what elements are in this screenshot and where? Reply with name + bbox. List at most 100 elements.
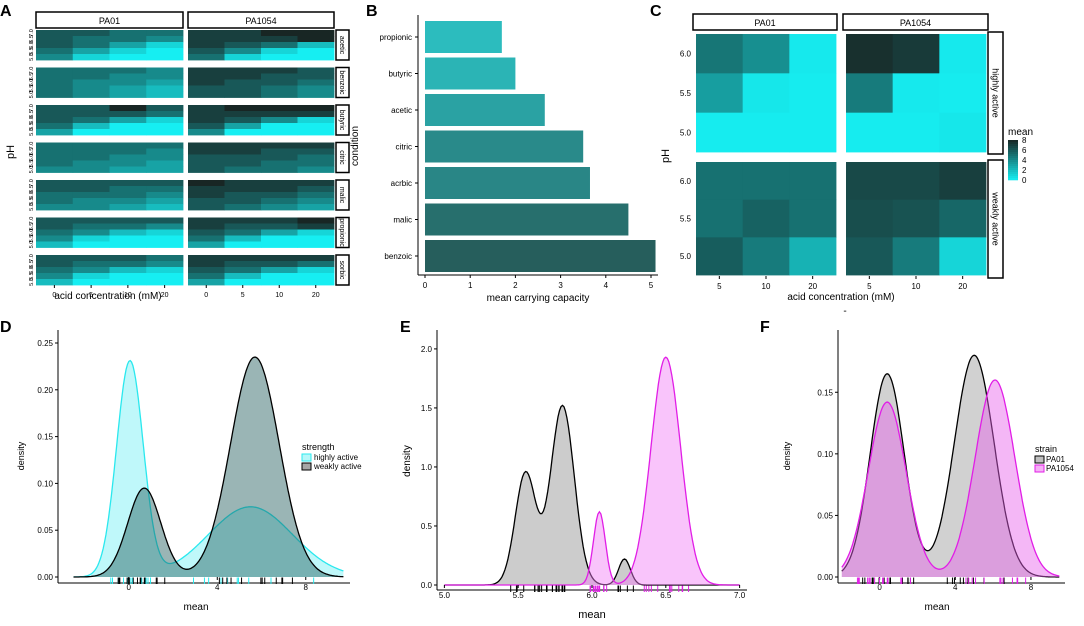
panel-c-ytick: 5.5: [680, 215, 692, 224]
panel-a-cell-acetic-pa1054: [188, 48, 225, 55]
panel-c-xtick: 10: [912, 282, 921, 291]
panel-a-cell-malic-pa1054: [297, 198, 335, 205]
panel-a-cell-acetic-pa1054: [261, 54, 298, 61]
panel-a-cell-propionic-pa01: [109, 229, 147, 236]
panel-a-cell-malic-pa01: [109, 204, 147, 211]
panel-a-cell-propionic-pa1054: [224, 217, 262, 224]
panel-a-cell-acetic-pa01: [36, 30, 74, 37]
panel-a-cell-sorbic-pa1054: [224, 279, 262, 286]
panel-a-cell-citric-pa1054: [224, 154, 262, 161]
panel-a-cell-benzoic-pa1054: [188, 85, 225, 92]
panel-a-cell-malic-pa1054: [261, 180, 298, 187]
panel-a-ytick: 6.5: [29, 185, 35, 193]
panel-a-cell-citric-pa1054: [188, 154, 225, 161]
panel-a-cell-benzoic-pa01: [36, 73, 74, 80]
panel-a-cell-malic-pa01: [36, 186, 74, 193]
panel-a-cell-malic-pa01: [146, 198, 184, 205]
panel-d-ytick: 0.15: [37, 433, 53, 442]
panel-c-cell-highly-pa01: [789, 112, 837, 153]
panel-c-cell-weakly-pa1054: [846, 237, 894, 276]
panel-a-ylabel: pH: [5, 145, 17, 159]
panel-a-cell-acetic-pa1054: [261, 42, 298, 49]
panel-c-cell-weakly-pa01: [789, 237, 837, 276]
panel-c-cell-weakly-pa1054: [892, 237, 940, 276]
panel-c-legend-gradient-step: [1008, 166, 1018, 169]
panel-a-cell-acetic-pa1054: [297, 48, 335, 55]
panel-a-cell-acetic-pa01: [146, 42, 184, 49]
panel-a-cell-acetic-pa01: [36, 48, 74, 55]
panel-a-strip-butyric: [335, 104, 350, 136]
panel-d-label: D: [0, 319, 12, 336]
panel-a-cell-butyric-pa01: [146, 117, 184, 124]
panel-a-ytick: 7.0: [29, 217, 35, 225]
panel-f-density-line-0: [841, 354, 1060, 578]
panel-a-cell-benzoic-pa1054: [224, 67, 262, 74]
panel-a-cell-malic-pa01: [36, 180, 74, 187]
panel-a-cell-sorbic-pa1054: [297, 267, 335, 274]
panel-a-xtick: 20: [312, 292, 320, 299]
panel-a-cell-citric-pa01: [36, 154, 74, 161]
panel-d-legend-weakly: weakly active: [313, 462, 362, 471]
panel-a-cell-benzoic-pa01: [36, 67, 74, 74]
panel-a-cell-acetic-pa1054: [297, 54, 335, 61]
panel-a-cell-benzoic-pa1054: [188, 73, 225, 80]
panel-a-cell-citric-pa1054: [297, 142, 335, 149]
panel-a-ytick: 6.5: [29, 223, 35, 231]
panel-a-cell-butyric-pa01: [146, 105, 184, 112]
panel-d-ytick: 0.05: [37, 526, 53, 535]
panel-a-cell-benzoic-pa1054: [261, 85, 298, 92]
panel-c-cell-weakly-pa1054: [892, 199, 940, 238]
panel-a-cell-propionic-pa01: [36, 223, 74, 230]
panel-a-ytick: 6.0: [29, 229, 35, 237]
panel-a-cell-butyric-pa01: [146, 123, 184, 130]
panel-a-cell-butyric-pa01: [72, 129, 110, 136]
panel-a-strip-pa01: [35, 11, 184, 29]
panel-c-cell-weakly-pa1054: [846, 199, 894, 238]
panel-a-xlabel: acid concentration (mM): [54, 291, 161, 302]
panel-a-cell-butyric-pa1054: [224, 111, 262, 118]
panel-b-xtick: 3: [558, 281, 563, 290]
panel-a-cell-acetic-pa1054: [188, 36, 225, 43]
panel-a-cell-benzoic-pa1054: [224, 85, 262, 92]
panel-a-cell-acetic-pa01: [109, 54, 147, 61]
panel-a-cell-acetic-pa1054: [261, 36, 298, 43]
panel-b-bar-citric: [425, 130, 584, 163]
panel-c-xtick: 5: [717, 282, 722, 291]
panel-a-cell-propionic-pa01: [146, 235, 184, 242]
panel-a-cell-citric-pa01: [109, 160, 147, 167]
panel-a-cell-butyric-pa1054: [224, 105, 262, 112]
panel-a-cell-butyric-pa1054: [188, 117, 225, 124]
panel-d-xtick: 4: [215, 583, 220, 592]
panel-a-cell-citric-pa01: [72, 148, 110, 155]
panel-a-cell-malic-pa01: [109, 198, 147, 205]
panel-a-cell-sorbic-pa1054: [188, 267, 225, 274]
panel-a-cell-propionic-pa1054: [261, 229, 298, 236]
panel-a-cell-propionic-pa1054: [261, 241, 298, 248]
panel-a-cell-propionic-pa1054: [297, 217, 335, 224]
panel-a-cell-benzoic-pa01: [72, 85, 110, 92]
panel-a-cell-citric-pa01: [146, 154, 184, 161]
panel-a-cell-acetic-pa01: [109, 30, 147, 37]
panel-a-cell-citric-pa1054: [261, 166, 298, 173]
panel-a-cell-malic-pa1054: [297, 186, 335, 193]
panel-b-xtick: 5: [649, 281, 654, 290]
panel-a-cell-benzoic-pa01: [146, 73, 184, 80]
panel-a-strip-citric: [335, 141, 350, 174]
panel-d-ylabel: density: [16, 441, 26, 470]
panel-a-cell-citric-pa01: [36, 160, 74, 167]
panel-a-cell-butyric-pa01: [146, 129, 184, 136]
panel-a-cell-sorbic-pa01: [146, 255, 184, 262]
panel-e-label: E: [400, 319, 411, 336]
panel-a-cell-benzoic-pa1054: [261, 79, 298, 86]
panel-a-cell-benzoic-pa01: [36, 85, 74, 92]
panel-a-cell-butyric-pa01: [109, 105, 147, 112]
panel-c-cell-highly-pa1054: [892, 34, 940, 74]
panel-a-cell-propionic-pa1054: [188, 235, 225, 242]
panel-c-legend-gradient-step: [1008, 154, 1018, 157]
panel-a-cell-malic-pa1054: [297, 180, 335, 187]
panel-b-category-label: propionic: [380, 33, 412, 42]
panel-f-density-line-1: [841, 379, 1060, 577]
panel-a-cell-benzoic-pa1054: [297, 85, 335, 92]
